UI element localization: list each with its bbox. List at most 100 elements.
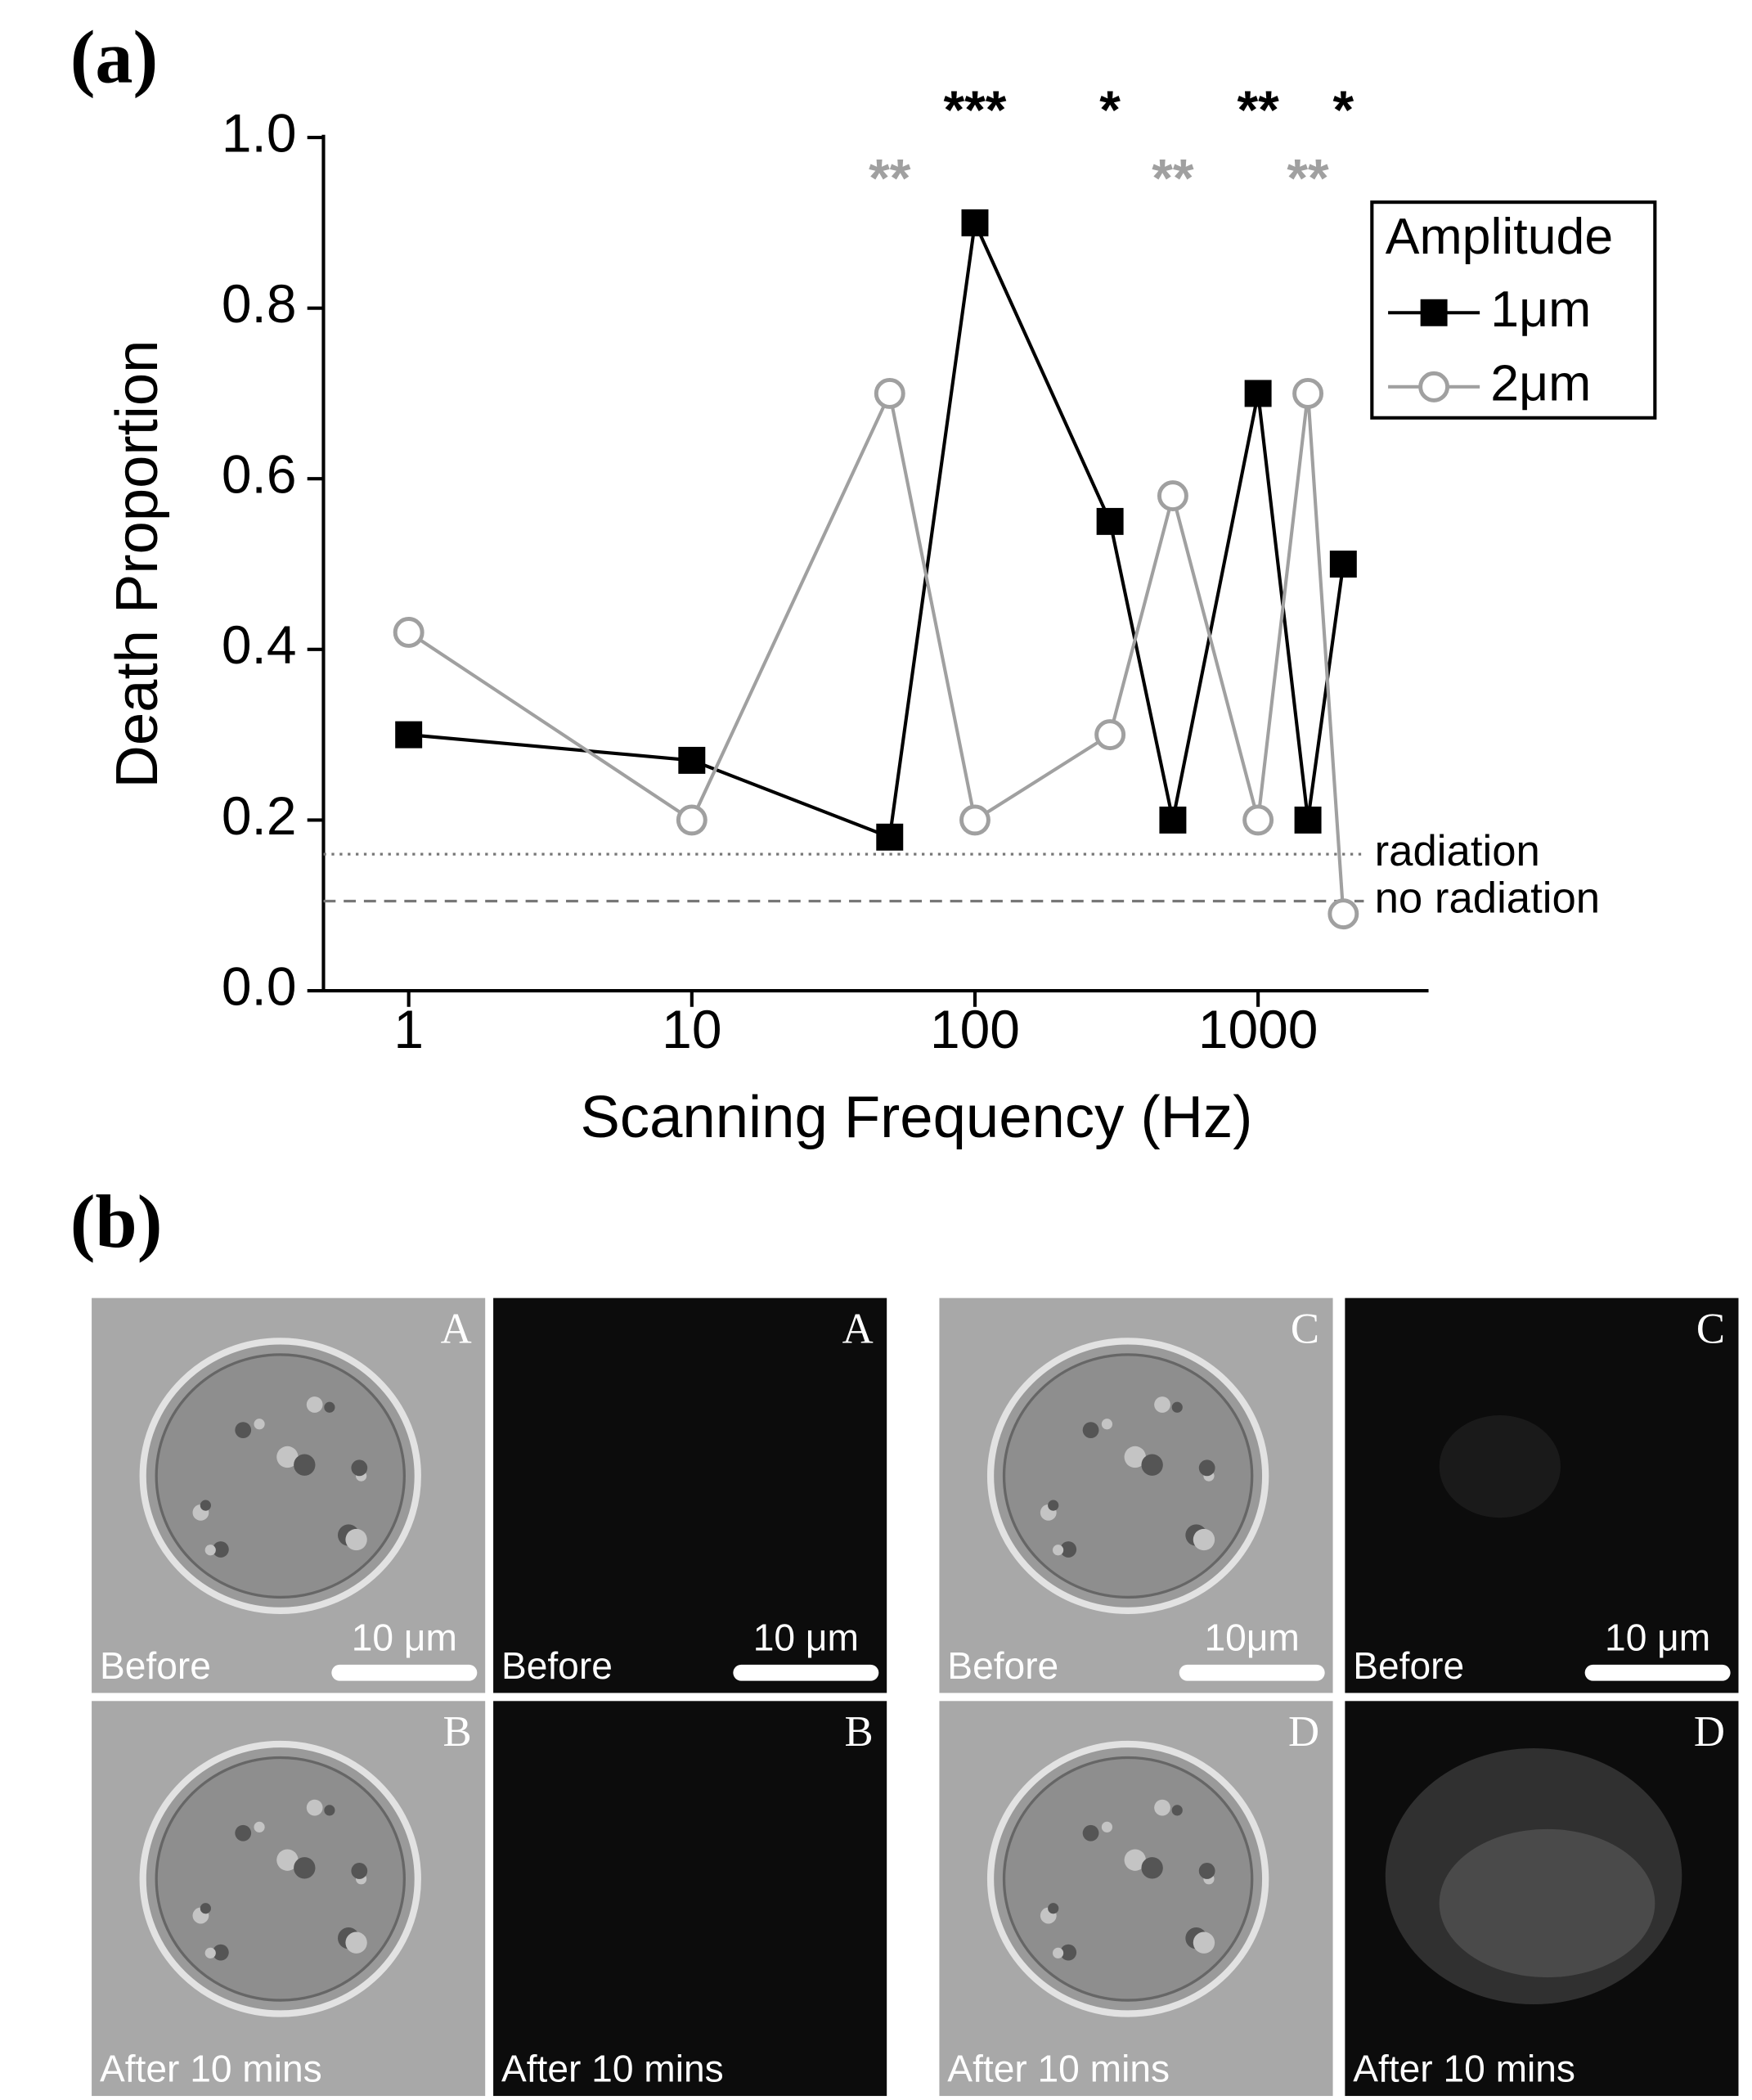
granule	[204, 1545, 216, 1556]
granule	[1053, 1947, 1064, 1958]
granule	[306, 1396, 323, 1413]
significance: **	[1152, 147, 1194, 208]
granule	[1048, 1500, 1059, 1511]
marker	[678, 746, 706, 774]
legend-label: 1μm	[1490, 281, 1591, 338]
tile-letter: B	[443, 1708, 472, 1756]
marker	[1159, 806, 1187, 834]
x-tick-label: 1000	[1198, 999, 1318, 1059]
granule	[1124, 1849, 1146, 1871]
granule	[276, 1849, 299, 1871]
y-tick-label: 0.2	[222, 785, 297, 846]
reference-label: radiation	[1375, 827, 1540, 875]
marker	[1327, 898, 1359, 930]
granule	[1048, 1903, 1059, 1914]
granule	[1154, 1799, 1170, 1816]
series-line	[408, 217, 1345, 840]
panel-label: (a)	[70, 15, 159, 98]
series-line	[407, 388, 1345, 915]
granule	[1154, 1396, 1170, 1413]
legend-title: Amplitude	[1386, 208, 1613, 265]
scale-bar	[1179, 1664, 1325, 1681]
tile-letter: A	[842, 1306, 874, 1353]
marker	[676, 804, 708, 836]
marker	[1329, 551, 1357, 578]
reference-label: no radiation	[1375, 874, 1601, 922]
granule	[235, 1824, 252, 1841]
granule	[1141, 1454, 1163, 1476]
scale-bar-label: 10 μm	[352, 1616, 457, 1658]
legend-label: 2μm	[1490, 354, 1591, 411]
granule	[351, 1863, 368, 1879]
y-tick-label: 0.6	[222, 444, 297, 505]
micrographs: A Before 10 μm A Before 10 μm C Before 10μm C Befo…	[92, 1297, 1739, 2097]
granule	[1171, 1401, 1183, 1413]
y-axis-label: Death Proportion	[104, 340, 170, 789]
granule	[294, 1857, 316, 1879]
marker	[1094, 719, 1126, 751]
significance: **	[1237, 79, 1279, 140]
granule	[1124, 1446, 1146, 1468]
marker	[874, 377, 905, 409]
legend-marker	[1418, 371, 1450, 402]
cell-inner	[155, 1756, 406, 2002]
granule	[1082, 1824, 1099, 1841]
granule	[212, 1944, 229, 1961]
granule	[1101, 1821, 1113, 1832]
granule	[254, 1821, 265, 1832]
significance: **	[869, 147, 911, 208]
y-tick-label: 0.0	[222, 956, 297, 1016]
y-tick-label: 0.4	[222, 614, 297, 675]
tile-letter: A	[441, 1306, 472, 1353]
granule	[254, 1419, 265, 1430]
granule	[1198, 1863, 1215, 1879]
granule	[1060, 1541, 1077, 1558]
tile-caption: After 10 mins	[100, 2048, 322, 2090]
granule	[1198, 1459, 1215, 1477]
x-tick-label: 10	[662, 999, 721, 1059]
tile-caption: After 10 mins	[1353, 2048, 1575, 2090]
tile-letter: B	[845, 1708, 874, 1756]
tile-caption: Before	[947, 1644, 1058, 1687]
marker	[1292, 377, 1324, 409]
tile-caption: After 10 mins	[501, 2048, 724, 2090]
granule	[200, 1500, 211, 1511]
legend-marker	[1420, 299, 1448, 326]
scale-bar	[331, 1664, 478, 1681]
marker	[395, 721, 423, 749]
significance: *	[1332, 79, 1354, 140]
marker	[959, 804, 991, 836]
granule	[345, 1931, 367, 1954]
tile-letter: C	[1291, 1306, 1319, 1353]
marker	[961, 209, 989, 236]
tile-caption: After 10 mins	[947, 2048, 1170, 2090]
marker	[1157, 480, 1188, 512]
granule	[1193, 1931, 1215, 1954]
legend-box	[1370, 200, 1657, 420]
marker	[1096, 507, 1124, 535]
granule	[345, 1528, 367, 1551]
granule	[1141, 1857, 1163, 1879]
granule	[200, 1903, 211, 1914]
y-tick-label: 1.0	[222, 102, 297, 163]
granule	[324, 1401, 335, 1413]
significance: ***	[944, 79, 1007, 140]
x-axis-label: Scanning Frequency (Hz)	[580, 1084, 1252, 1150]
y-tick-label: 0.8	[222, 273, 297, 334]
granule	[276, 1446, 299, 1468]
marker	[1294, 806, 1322, 834]
chart: 0.0 0.2 0.4 0.6 0.8 1.0 1 10 100 1000 Death Propor…	[104, 79, 1657, 1150]
granule	[306, 1799, 323, 1816]
micrograph	[493, 1701, 887, 2097]
granule	[1193, 1528, 1215, 1551]
granule	[1053, 1545, 1064, 1556]
granule	[1060, 1944, 1077, 1961]
marker	[1244, 380, 1272, 407]
marker	[1242, 804, 1274, 836]
granule	[1101, 1419, 1113, 1430]
significance: **	[1287, 147, 1329, 208]
tile-caption: Before	[1353, 1644, 1464, 1687]
cell-inner	[1002, 1756, 1254, 2002]
scale-bar	[733, 1664, 879, 1681]
